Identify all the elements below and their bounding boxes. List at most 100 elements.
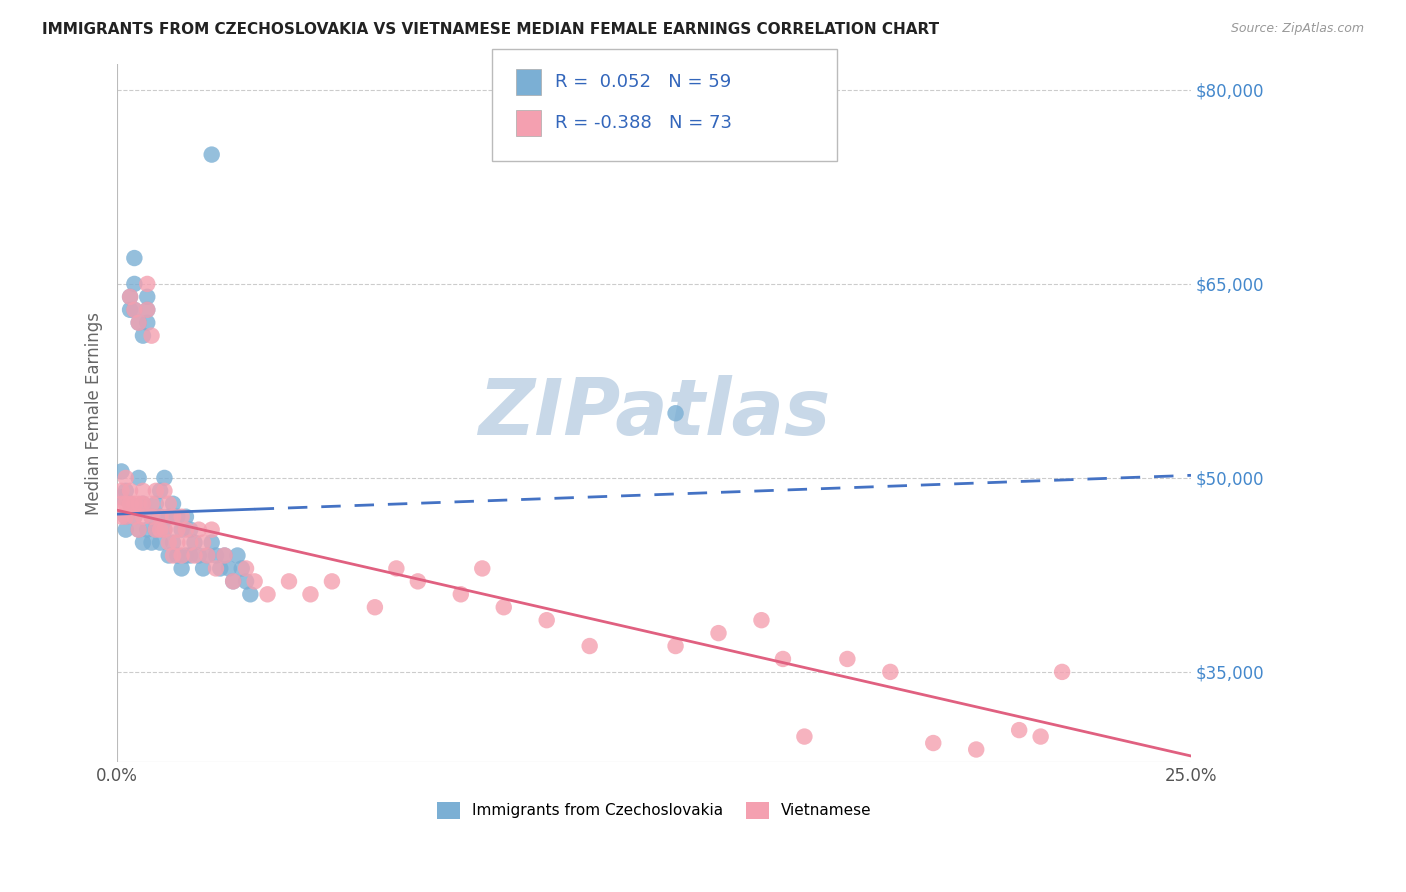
Point — [179, 549, 201, 563]
Point — [837, 652, 859, 666]
Point — [162, 497, 184, 511]
Point — [231, 561, 253, 575]
Point — [124, 509, 146, 524]
Point — [793, 730, 815, 744]
Point — [209, 561, 232, 575]
Point — [214, 549, 236, 563]
Point — [1008, 723, 1031, 738]
Point — [110, 483, 132, 498]
Point — [114, 497, 136, 511]
Point — [145, 483, 167, 498]
Point — [110, 509, 132, 524]
Point — [197, 549, 219, 563]
Point — [235, 574, 257, 589]
Point — [278, 574, 301, 589]
Point — [110, 497, 132, 511]
Point — [128, 523, 150, 537]
Point — [664, 639, 686, 653]
Point — [136, 302, 159, 317]
Point — [174, 523, 197, 537]
Point — [141, 497, 163, 511]
Point — [157, 509, 180, 524]
Point — [157, 549, 180, 563]
Point — [128, 497, 150, 511]
Point — [141, 328, 163, 343]
Point — [222, 574, 245, 589]
Point — [751, 613, 773, 627]
Point — [136, 302, 159, 317]
Point — [1029, 730, 1052, 744]
Point — [183, 549, 205, 563]
Text: R = -0.388   N = 73: R = -0.388 N = 73 — [555, 114, 733, 132]
Point — [166, 509, 188, 524]
Point — [170, 509, 193, 524]
Point — [406, 574, 429, 589]
Legend: Immigrants from Czechoslovakia, Vietnamese: Immigrants from Czechoslovakia, Vietname… — [430, 796, 877, 824]
Point — [136, 316, 159, 330]
Point — [321, 574, 343, 589]
Point — [128, 316, 150, 330]
Point — [364, 600, 387, 615]
Point — [124, 302, 146, 317]
Point — [149, 483, 172, 498]
Point — [136, 523, 159, 537]
Point — [166, 549, 188, 563]
Point — [235, 561, 257, 575]
Point — [120, 290, 142, 304]
Point — [120, 302, 142, 317]
Point — [201, 523, 224, 537]
Point — [124, 497, 146, 511]
Point — [149, 523, 172, 537]
Point — [145, 523, 167, 537]
Point — [191, 535, 214, 549]
Point — [536, 613, 558, 627]
Point — [214, 549, 236, 563]
Point — [226, 549, 249, 563]
Point — [239, 587, 262, 601]
Point — [222, 574, 245, 589]
Point — [149, 535, 172, 549]
Point — [170, 549, 193, 563]
Point — [772, 652, 794, 666]
Point — [166, 535, 188, 549]
Point — [120, 290, 142, 304]
Point — [132, 497, 155, 511]
Point — [965, 742, 987, 756]
Point — [201, 535, 224, 549]
Point — [114, 509, 136, 524]
Point — [153, 483, 176, 498]
Point — [166, 523, 188, 537]
Point — [1050, 665, 1073, 679]
Point — [136, 290, 159, 304]
Point — [120, 483, 142, 498]
Point — [132, 509, 155, 524]
Point — [170, 523, 193, 537]
Point — [162, 549, 184, 563]
Point — [149, 509, 172, 524]
Point — [218, 561, 240, 575]
Point — [141, 535, 163, 549]
Point — [132, 483, 155, 498]
Point — [578, 639, 600, 653]
Point — [174, 509, 197, 524]
Point — [149, 509, 172, 524]
Point — [256, 587, 278, 601]
Point — [120, 497, 142, 511]
Point — [162, 535, 184, 549]
Point — [124, 509, 146, 524]
Point — [922, 736, 945, 750]
Point — [145, 497, 167, 511]
Point — [120, 497, 142, 511]
Point — [450, 587, 472, 601]
Text: R =  0.052   N = 59: R = 0.052 N = 59 — [555, 73, 731, 91]
Point — [114, 523, 136, 537]
Point — [124, 277, 146, 291]
Point — [124, 302, 146, 317]
Point — [187, 523, 209, 537]
Point — [299, 587, 322, 601]
Point — [114, 509, 136, 524]
Point — [179, 523, 201, 537]
Point — [205, 561, 228, 575]
Point — [179, 535, 201, 549]
Text: ZIPatlas: ZIPatlas — [478, 376, 830, 451]
